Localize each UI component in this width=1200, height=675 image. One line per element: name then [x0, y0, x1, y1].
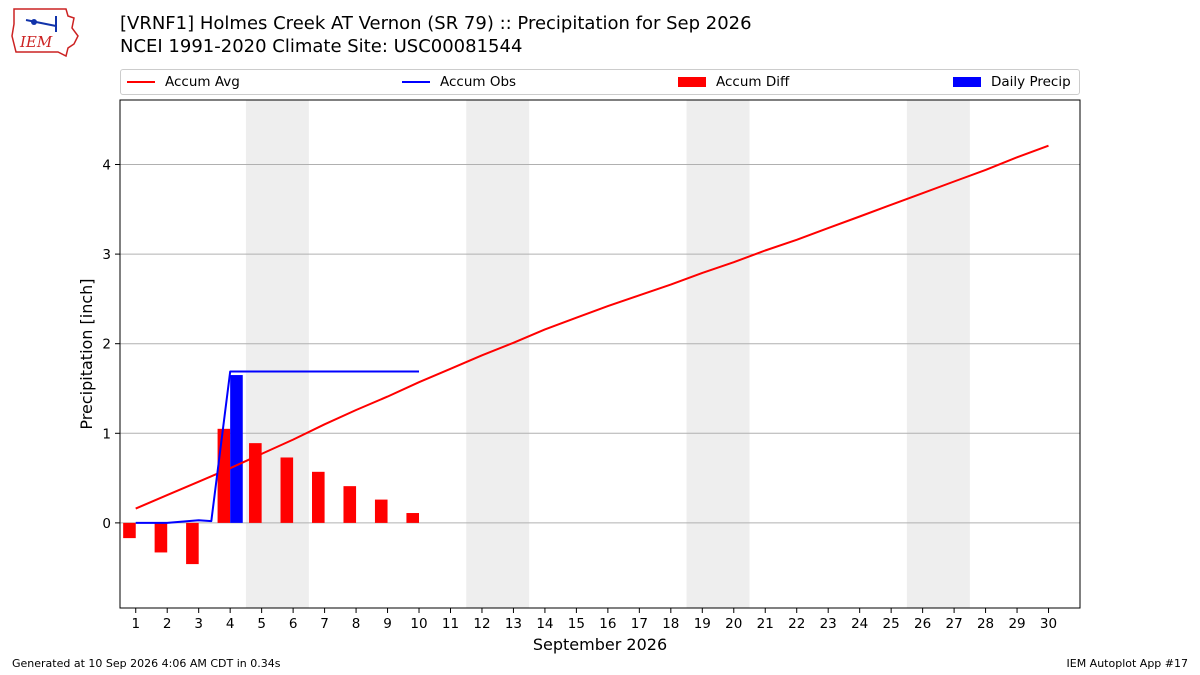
title-line-1: [VRNF1] Holmes Creek AT Vernon (SR 79) :…	[120, 13, 752, 34]
y-tick-label-3: 3	[102, 247, 111, 263]
x-tick-label-30: 30	[1040, 616, 1057, 632]
y-gridlines	[120, 164, 1080, 524]
y-axis-label: Precipitation [inch]	[77, 278, 96, 429]
legend-swatch-obs	[402, 81, 430, 83]
legend-label-diff: Accum Diff	[716, 74, 790, 90]
y-tick-label-1: 1	[102, 426, 111, 442]
x-tick-label-12: 12	[473, 616, 490, 632]
iem-logo: IEM	[11, 8, 79, 58]
legend-label-obs: Accum Obs	[440, 74, 517, 90]
x-tick-label-25: 25	[883, 616, 900, 632]
weekend-band-2	[686, 100, 750, 608]
x-tick-label-10: 10	[410, 616, 427, 632]
page-title: [VRNF1] Holmes Creek AT Vernon (SR 79) :…	[120, 12, 752, 58]
legend-swatch-diff	[678, 77, 706, 87]
x-tick-label-1: 1	[131, 616, 140, 632]
x-tick-label-5: 5	[257, 616, 266, 632]
accum-avg-line	[135, 144, 1049, 510]
accum-diff-bar-4	[217, 428, 231, 523]
accum-diff-bar-10	[406, 513, 420, 523]
x-tick-label-2: 2	[163, 616, 172, 632]
x-tick-label-7: 7	[320, 616, 329, 632]
x-tick-label-19: 19	[694, 616, 711, 632]
accum-diff-bar-3	[186, 522, 199, 565]
weekend-band-1	[466, 100, 530, 608]
accum-diff-bar-5	[249, 443, 262, 523]
x-tick-label-6: 6	[289, 616, 298, 632]
daily-precip-bar-4	[230, 375, 243, 523]
legend-item-avg: Accum Avg	[127, 70, 240, 94]
x-tick-label-3: 3	[194, 616, 203, 632]
app-label: IEM Autoplot App #17	[1066, 657, 1189, 670]
weekend-band-3	[906, 100, 970, 608]
x-tick-label-20: 20	[725, 616, 742, 632]
legend-label-avg: Accum Avg	[165, 74, 240, 90]
y-tick-label-4: 4	[102, 158, 111, 174]
chart-legend: Accum Avg Accum Obs Accum Diff Daily Pre…	[120, 69, 1080, 95]
x-axis-ticks: 1 2 3 4 5 6 7 8 9 10 11 12 13 14 15 16 17 18 19 20 21 22 23 24 2…	[131, 608, 1057, 632]
x-tick-label-8: 8	[352, 616, 361, 632]
accum-diff-bar-9	[374, 499, 388, 523]
x-tick-label-17: 17	[631, 616, 648, 632]
legend-label-daily: Daily Precip	[991, 74, 1071, 90]
accum-diff-bar-6	[280, 457, 294, 523]
x-tick-label-9: 9	[383, 616, 392, 632]
accum-diff-bar-1	[123, 522, 136, 539]
x-tick-label-24: 24	[851, 616, 868, 632]
weekend-shading	[245, 100, 970, 608]
y-tick-label-0: 0	[102, 516, 111, 532]
accum-diff-bar-7	[312, 471, 325, 523]
title-line-2: NCEI 1991-2020 Climate Site: USC00081544	[120, 36, 523, 57]
x-tick-label-26: 26	[914, 616, 931, 632]
x-tick-label-22: 22	[788, 616, 805, 632]
x-tick-label-13: 13	[505, 616, 522, 632]
plot-frame	[119, 99, 1081, 609]
x-tick-label-29: 29	[1008, 616, 1025, 632]
accum-obs-line	[135, 370, 419, 524]
accum-diff-bar-2	[154, 522, 168, 553]
x-tick-label-4: 4	[226, 616, 235, 632]
x-tick-label-11: 11	[442, 616, 459, 632]
x-axis-label: September 2026	[533, 635, 667, 654]
legend-item-diff: Accum Diff	[678, 70, 789, 94]
accum-diff-bar-8	[343, 486, 357, 523]
x-tick-label-18: 18	[662, 616, 679, 632]
x-tick-label-16: 16	[599, 616, 616, 632]
legend-swatch-daily	[953, 77, 981, 87]
x-tick-label-28: 28	[977, 616, 994, 632]
x-tick-label-27: 27	[946, 616, 963, 632]
legend-item-obs: Accum Obs	[402, 70, 516, 94]
x-tick-label-15: 15	[568, 616, 585, 632]
y-axis-ticks: 0 1 2 3 4	[102, 158, 120, 532]
x-tick-label-21: 21	[757, 616, 774, 632]
line-series	[135, 144, 1049, 524]
generated-timestamp: Generated at 10 Sep 2026 4:06 AM CDT in …	[12, 657, 281, 670]
weekend-band-0	[245, 100, 309, 608]
x-tick-label-23: 23	[820, 616, 837, 632]
legend-item-daily: Daily Precip	[953, 70, 1071, 94]
x-tick-label-14: 14	[536, 616, 553, 632]
logo-text: IEM	[19, 33, 53, 51]
legend-swatch-avg	[127, 81, 155, 83]
y-tick-label-2: 2	[102, 337, 111, 353]
